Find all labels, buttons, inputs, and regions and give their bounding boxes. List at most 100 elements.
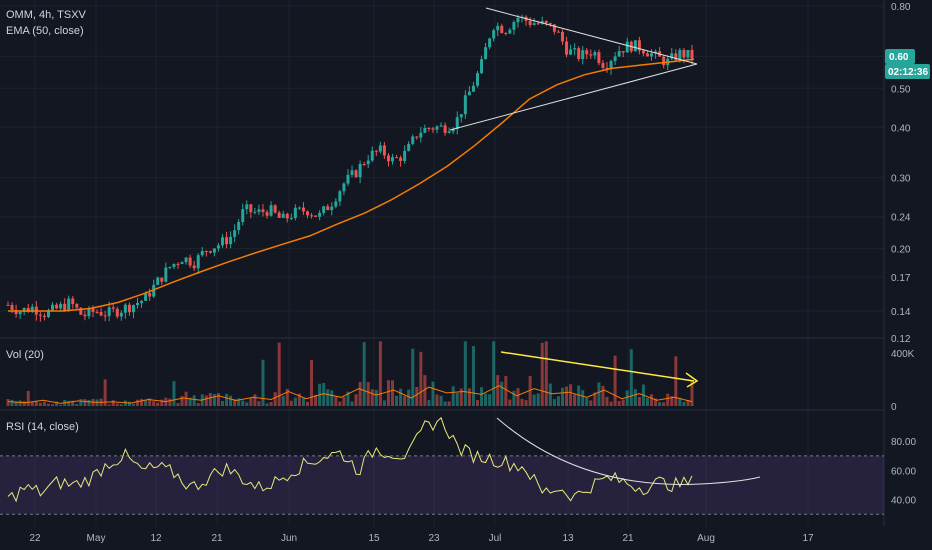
volume-bar: [160, 399, 164, 406]
volume-bar: [403, 396, 407, 406]
candle-body: [504, 32, 508, 34]
candle-body: [306, 211, 310, 216]
volume-bar: [156, 402, 160, 406]
candles: [6, 14, 694, 322]
candle-body: [10, 304, 14, 311]
volume-bar: [605, 396, 609, 406]
volume-bar: [637, 396, 641, 406]
volume-bar: [285, 388, 289, 406]
volume-tick-label: 0: [891, 402, 897, 413]
volume-bar: [119, 404, 123, 406]
candle-body: [38, 314, 42, 316]
volume-bar: [115, 403, 119, 406]
time-tick-label: 23: [428, 533, 440, 544]
candle-body: [55, 304, 59, 309]
candle-body: [540, 20, 544, 24]
volume-bar: [241, 400, 245, 406]
candle-body: [261, 209, 265, 212]
volume-bar: [83, 399, 87, 406]
time-tick-label: 15: [368, 533, 380, 544]
volume-bar: [123, 400, 127, 406]
ema-line: [8, 58, 695, 312]
volume-bar: [257, 401, 261, 406]
volume-bar: [79, 399, 83, 406]
volume-bar: [382, 400, 386, 406]
volume-bar: [297, 393, 301, 406]
volume-bar: [221, 401, 225, 406]
volume-bar: [67, 400, 71, 406]
volume-bar: [370, 389, 374, 406]
candle-body: [617, 51, 621, 57]
candle-body: [475, 73, 479, 86]
candle-body: [180, 262, 184, 264]
candle-body: [245, 204, 249, 210]
candle-body: [390, 157, 394, 162]
price-tick-label: 0.12: [891, 334, 911, 345]
candle-body: [26, 307, 30, 312]
volume-bar: [34, 401, 38, 406]
volume-bar: [269, 402, 273, 406]
volume-bar: [415, 386, 419, 406]
volume-bar: [18, 400, 22, 406]
volume-bar: [536, 393, 540, 406]
price-tick-label: 0.40: [891, 123, 911, 134]
volume-bar: [390, 380, 394, 406]
volume-bar: [613, 355, 617, 406]
candle-body: [310, 215, 314, 217]
candle-body: [423, 128, 427, 133]
volume-bar: [103, 379, 107, 406]
price-tick-label: 0.30: [891, 174, 911, 185]
candle-body: [277, 212, 281, 218]
volume-bar: [484, 393, 488, 406]
volume-bar: [208, 393, 212, 406]
candle-body: [552, 24, 556, 32]
volume-bar: [330, 390, 334, 406]
candle-body: [528, 20, 532, 25]
candle-body: [91, 308, 95, 312]
candle-body: [83, 314, 87, 317]
candle-body: [613, 56, 617, 62]
volume-bar: [467, 388, 471, 406]
candle-body: [415, 136, 419, 138]
candle-body: [46, 310, 50, 317]
candle-body: [556, 31, 560, 33]
volume-bar: [338, 401, 342, 406]
volume-bar: [508, 399, 512, 406]
volume-bar: [524, 400, 528, 406]
volume-bar: [459, 388, 463, 406]
volume-bar: [520, 398, 524, 406]
volume-bar: [407, 389, 411, 406]
candle-body: [532, 23, 536, 25]
rsi-curve-annotation: [496, 417, 761, 485]
rsi-tick-label: 80.00: [891, 437, 916, 448]
candle-body: [18, 311, 22, 315]
volume-bar: [322, 382, 326, 406]
candle-body: [654, 51, 658, 54]
candle-body: [63, 303, 67, 311]
volume-bar: [354, 394, 358, 406]
candle-body: [144, 293, 148, 301]
triangle-lower-trendline: [449, 63, 698, 131]
candle-body: [378, 145, 382, 152]
volume-bar: [38, 402, 42, 406]
candle-body: [216, 245, 220, 249]
volume-bar: [233, 399, 237, 406]
candle-body: [326, 206, 330, 211]
candle-body: [350, 170, 354, 175]
volume-bar: [451, 386, 455, 406]
volume-bar: [455, 392, 459, 406]
volume-bar: [617, 401, 621, 406]
volume-bar: [386, 380, 390, 406]
candle-body: [204, 251, 208, 253]
candle-body: [75, 303, 79, 308]
candle-body: [322, 206, 326, 213]
volume-label: Vol (20): [6, 349, 44, 361]
volume-bar: [362, 342, 366, 406]
candle-body: [443, 125, 447, 133]
volume-bar: [427, 400, 431, 406]
candle-body: [471, 85, 475, 92]
candle-body: [467, 91, 471, 96]
volume-bar: [569, 384, 573, 406]
volume-bar: [492, 341, 496, 406]
